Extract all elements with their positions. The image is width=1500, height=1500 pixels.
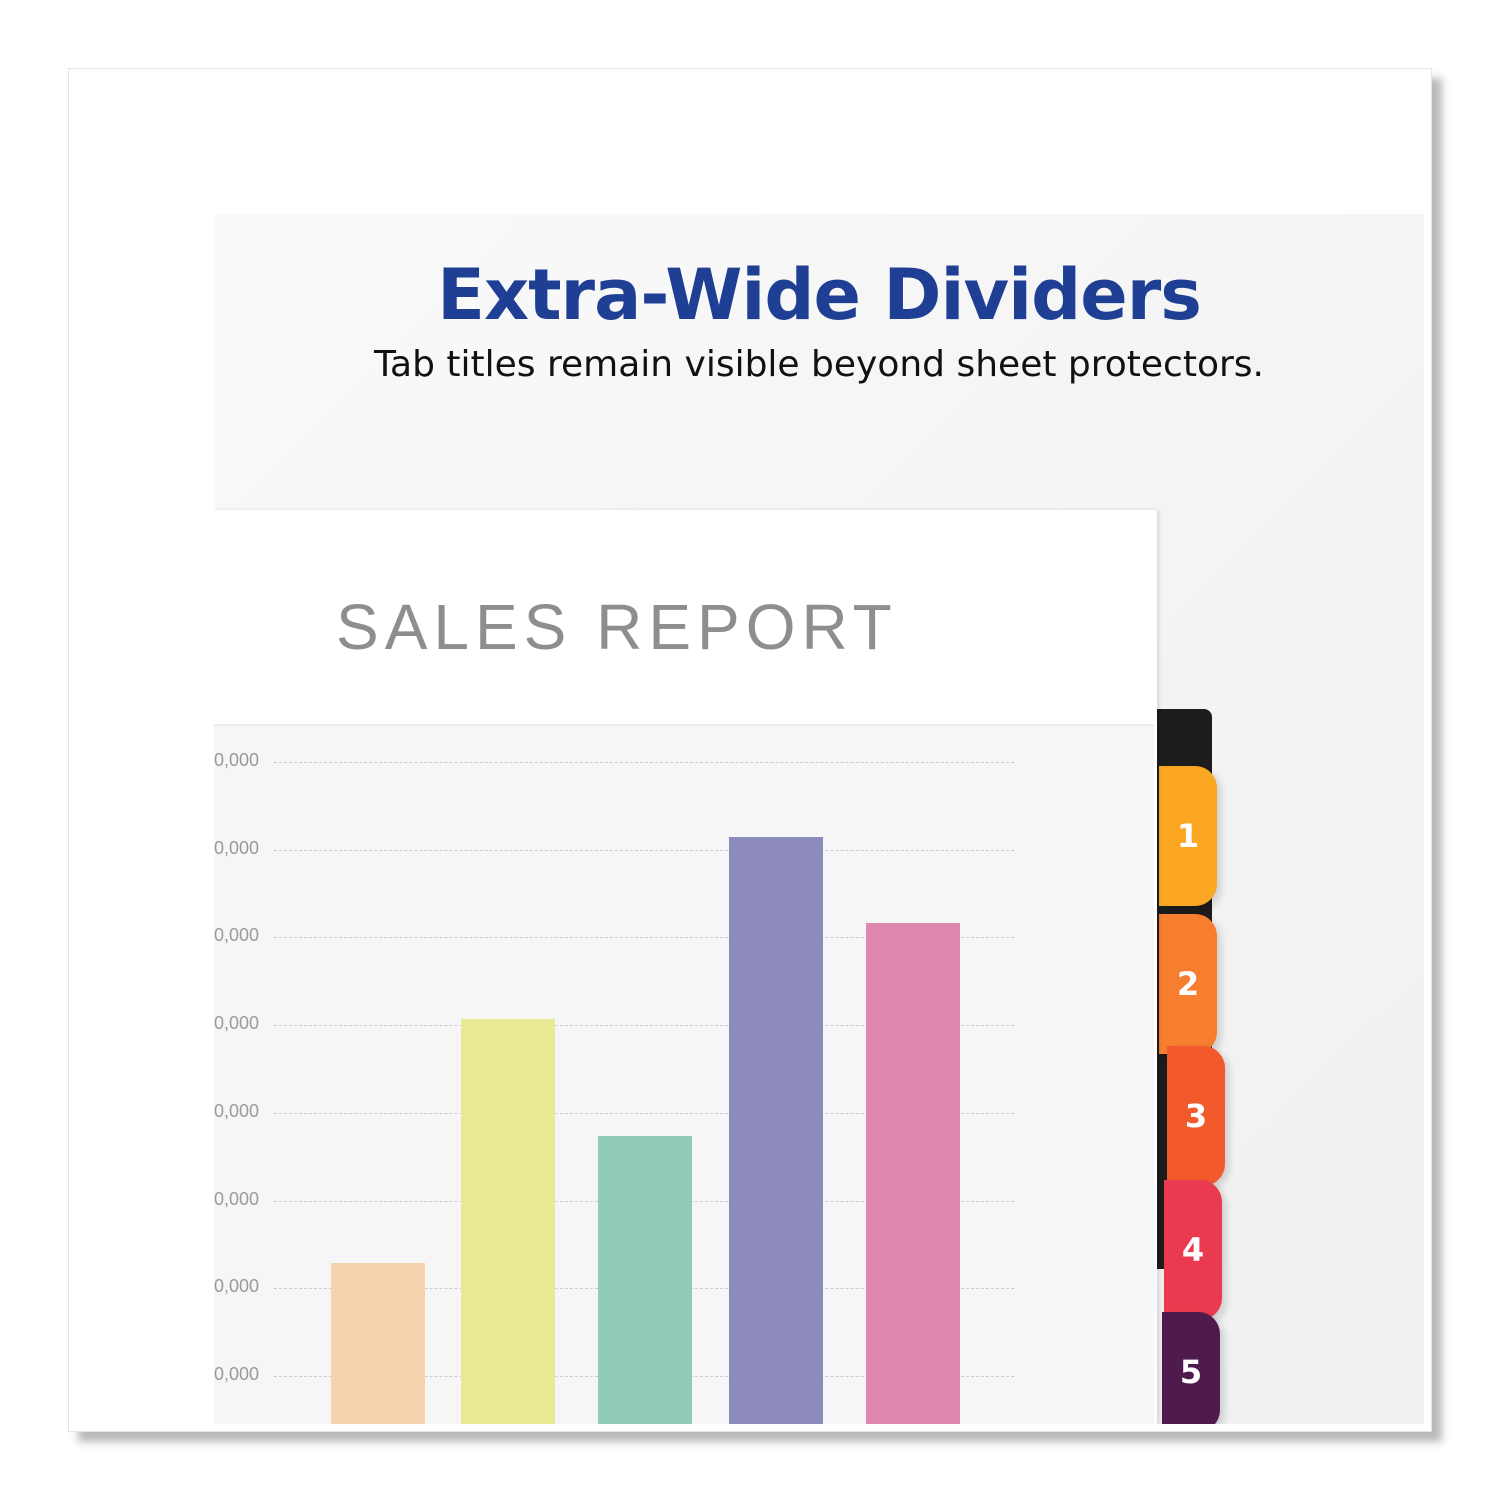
report-title: SALES REPORT xyxy=(336,591,898,663)
divider-tab-5: 5 xyxy=(1162,1312,1220,1424)
axis-tick-label: 0,000 xyxy=(214,1013,260,1034)
bar xyxy=(866,922,960,1424)
axis-tick-label: 0,000 xyxy=(214,925,260,946)
axis-tick-label: 0,000 xyxy=(214,1100,260,1121)
bar xyxy=(729,836,823,1424)
axis-tick-label: 0,000 xyxy=(214,750,260,770)
bar xyxy=(331,1262,425,1424)
divider-tab-2: 2 xyxy=(1159,914,1217,1054)
bar xyxy=(461,1018,555,1424)
axis-tick-label: 0,000 xyxy=(214,1363,260,1384)
divider-tab-4: 4 xyxy=(1164,1180,1222,1320)
divider-tab-3: 3 xyxy=(1167,1046,1225,1186)
report-bar-chart: 0,000 0,000 0,000 0,000 0,000 0,000 0,000 0,000 xyxy=(214,724,1154,1424)
divider-tab-1: 1 xyxy=(1159,766,1217,906)
headline: Extra-Wide Dividers xyxy=(437,254,1202,336)
subheadline: Tab titles remain visible beyond sheet p… xyxy=(374,344,1264,385)
product-card: Extra-Wide Dividers Tab titles remain vi… xyxy=(68,68,1432,1432)
axis-tick-label: 0,000 xyxy=(214,1188,260,1209)
bar xyxy=(598,1136,692,1424)
axis-tick-label: 0,000 xyxy=(214,1276,260,1297)
product-photo: Extra-Wide Dividers Tab titles remain vi… xyxy=(214,214,1424,1424)
report-sheet: SALES REPORT 0,000 0,000 0,000 0,000 0,000 0,… xyxy=(214,510,1157,1424)
axis-tick-label: 0,000 xyxy=(214,837,260,858)
